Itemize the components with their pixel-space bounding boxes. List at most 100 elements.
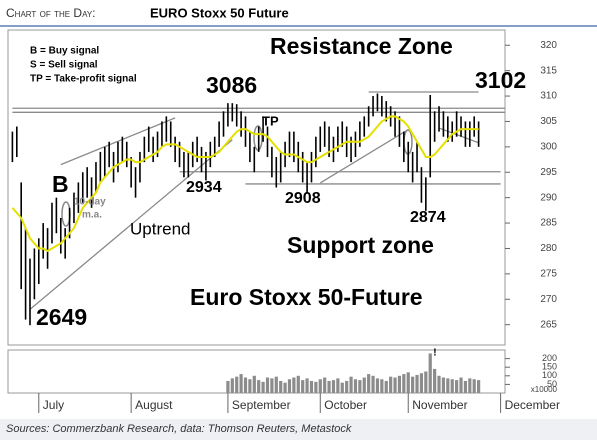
x-tick-label: September: [232, 398, 291, 412]
x-tick-label: October: [324, 398, 367, 412]
volume-bar: [340, 382, 344, 393]
chart-title: EURO Stoxx 50 Future: [150, 5, 289, 20]
annotation: Euro Stoxx 50-Future: [190, 284, 423, 310]
volume-y-tick-label: 150: [542, 362, 557, 372]
volume-bar: [397, 375, 402, 393]
annotation: 2874: [410, 209, 446, 226]
volume-bar: [331, 380, 336, 393]
y-tick-label: 320: [540, 40, 557, 51]
reference-line: [29, 139, 233, 310]
volume-bar: [384, 380, 388, 393]
reference-line: [438, 127, 479, 144]
volume-bar: [279, 380, 283, 393]
volume-bar: [433, 368, 437, 393]
x-tick-label: August: [135, 398, 173, 412]
volume-bar: [463, 380, 468, 393]
annotation: Support zone: [287, 232, 434, 258]
volume-bar: [371, 375, 375, 393]
annotation: TP: [262, 113, 279, 128]
annotation: m.a.: [82, 210, 102, 221]
volume-bar: [375, 378, 380, 393]
volume-bar: [419, 373, 424, 393]
volume-bar: [323, 377, 327, 393]
volume-bar: [450, 379, 454, 393]
volume-bar: [296, 375, 300, 393]
volume-bar: [428, 353, 432, 393]
volume-bar: [283, 382, 287, 393]
volume-bar: [235, 376, 239, 393]
x-tick-label: July: [43, 398, 64, 412]
chart-title-prefix: Chart of the Day:: [6, 6, 96, 20]
annotation: 2649: [36, 304, 87, 330]
y-tick-label: 275: [540, 269, 557, 280]
volume-bar: [477, 380, 481, 393]
y-tick-label: 310: [540, 91, 557, 102]
volume-bar: [389, 376, 393, 393]
legend-box: [26, 40, 156, 90]
y-tick-label: 300: [540, 141, 557, 152]
y-tick-label: 290: [540, 192, 557, 203]
volume-bar: [402, 374, 406, 393]
volume-bar: [274, 376, 278, 393]
volume-bar: [380, 379, 384, 393]
reference-line: [319, 129, 409, 184]
volume-bar: [468, 378, 472, 393]
volume-marker: !: [433, 348, 436, 359]
volume-bar: [424, 371, 428, 393]
volume-unit: x10000: [531, 385, 558, 394]
legend-entry: S = Sell signal: [30, 60, 98, 71]
volume-bar: [367, 374, 371, 393]
volume-bar: [243, 377, 248, 393]
volume-bar: [362, 377, 366, 393]
volume-bar: [318, 379, 322, 393]
reference-line: [60, 117, 176, 166]
annotation: 3102: [475, 67, 526, 93]
volume-y-tick-label: 100: [542, 370, 557, 380]
source: Sources: Commerzbank Research, data: Tho…: [6, 423, 352, 435]
volume-bar: [349, 376, 353, 393]
y-tick-label: 315: [540, 65, 557, 76]
volume-y-tick-label: 50: [547, 379, 557, 389]
volume-y-tick-label: 200: [542, 353, 557, 363]
volume-bar: [261, 381, 265, 393]
annotation: 3086: [206, 72, 257, 98]
volume-bar: [248, 379, 252, 393]
y-tick-label: 295: [540, 167, 557, 178]
volume-bar: [292, 377, 296, 393]
volume-bar: [455, 380, 459, 393]
x-tick-label: November: [412, 398, 467, 412]
legend-entry: B = Buy signal: [30, 46, 99, 57]
volume-bar: [415, 374, 419, 393]
volume-bar: [406, 372, 410, 393]
volume-bar: [226, 380, 230, 393]
volume-bar: [472, 379, 476, 393]
volume-bar: [353, 379, 358, 393]
volume-bar: [314, 381, 318, 393]
volume-bar: [305, 378, 309, 393]
volume-bar: [287, 379, 292, 393]
volume-bar: [411, 376, 415, 393]
annotation: 10-day: [74, 197, 106, 208]
volume-bar: [358, 380, 362, 393]
volume-bar: [393, 377, 397, 393]
x-tick-label: December: [505, 398, 560, 412]
volume-bar: [327, 380, 331, 393]
legend-entry: TP = Take-profit signal: [30, 74, 137, 85]
volume-bar: [265, 377, 270, 393]
source-band: [0, 419, 597, 440]
annotation: Uptrend: [130, 219, 190, 238]
volume-bar: [309, 380, 314, 393]
volume-bar: [336, 378, 340, 393]
y-tick-label: 285: [540, 218, 557, 229]
y-tick-label: 305: [540, 116, 557, 127]
y-tick-label: 270: [540, 294, 557, 305]
annotation: 2934: [186, 179, 222, 196]
volume-bar: [441, 377, 446, 393]
y-tick-label: 265: [540, 319, 557, 330]
volume-bar: [252, 375, 256, 393]
moving-average: [11, 115, 479, 253]
volume-bar: [459, 377, 463, 393]
volume-bar: [270, 378, 274, 393]
annotation: Resistance Zone: [270, 33, 453, 59]
